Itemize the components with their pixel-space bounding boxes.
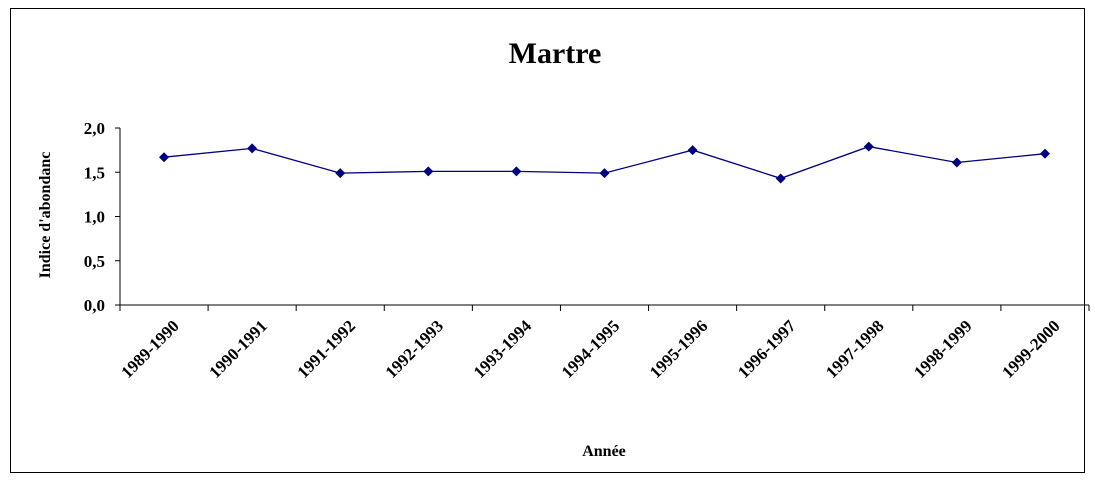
data-point-marker <box>599 168 610 179</box>
x-tick-label: 1997-1998 <box>822 316 888 382</box>
x-axis-title: Année <box>582 443 626 460</box>
data-point-marker <box>247 143 258 154</box>
x-axis-ticks: 1989-1990 1990-1991 1991-1992 1992-1993 1993… <box>117 305 1090 382</box>
y-tick-label: 1,5 <box>84 163 105 182</box>
x-tick-label: 1989-1990 <box>117 316 183 382</box>
chart-area <box>10 8 1085 473</box>
x-tick-label: 1999-2000 <box>998 316 1064 382</box>
x-tick-label: 1992-1993 <box>382 316 448 382</box>
y-tick-label: 0,0 <box>84 296 105 315</box>
series-layer <box>159 141 1050 184</box>
y-tick-label: 0,5 <box>84 252 105 271</box>
chart-title: Martre <box>509 37 602 70</box>
data-point-marker <box>687 145 698 156</box>
x-tick-label: 1998-1999 <box>910 316 976 382</box>
y-axis-ticks: 0,0 0,5 1,0 1,5 2,0 <box>84 119 120 315</box>
data-point-marker <box>159 152 170 163</box>
y-tick-label: 2,0 <box>84 119 105 138</box>
data-point-marker <box>1039 148 1050 159</box>
x-tick-label: 1993-1994 <box>470 316 536 382</box>
data-point-marker <box>423 166 434 177</box>
axes <box>119 128 1089 306</box>
y-axis-title: Indice d'abondanc <box>37 152 54 279</box>
x-tick-label: 1996-1997 <box>734 316 800 382</box>
data-point-marker <box>951 157 962 168</box>
data-point-marker <box>775 173 786 184</box>
data-point-marker <box>511 166 522 177</box>
data-point-marker <box>335 168 346 179</box>
x-tick-label: 1991-1992 <box>294 316 360 382</box>
x-tick-label: 1990-1991 <box>205 316 271 382</box>
x-tick-label: 1995-1996 <box>646 316 712 382</box>
x-tick-label: 1994-1995 <box>558 316 624 382</box>
y-tick-label: 1,0 <box>84 208 105 227</box>
data-point-marker <box>863 141 874 152</box>
